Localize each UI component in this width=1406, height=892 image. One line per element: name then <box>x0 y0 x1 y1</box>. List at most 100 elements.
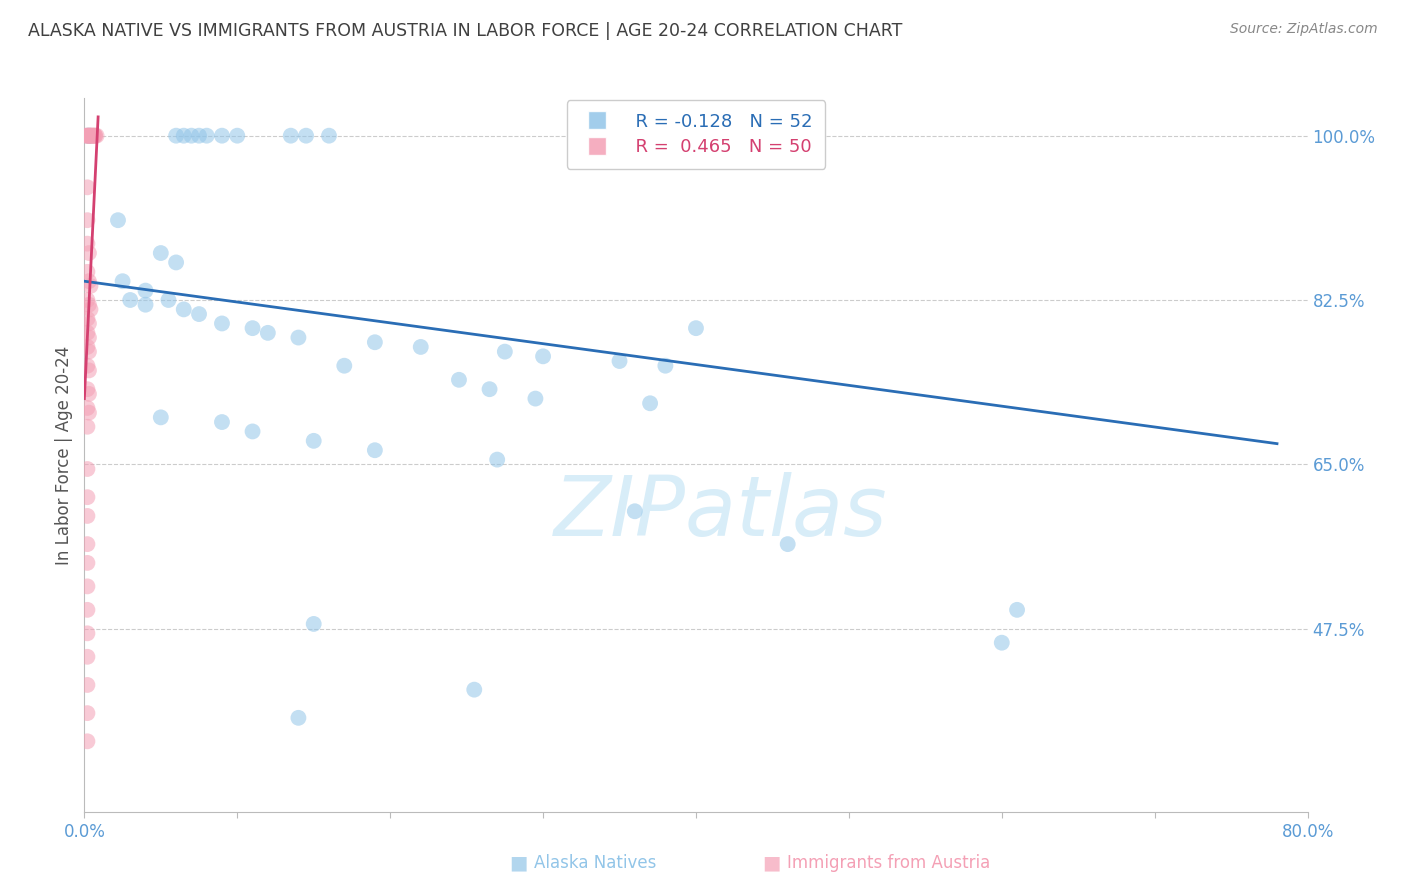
Point <box>76 128 98 143</box>
Text: ■: ■ <box>762 854 780 872</box>
Point <box>776 537 799 551</box>
Point <box>76 401 98 415</box>
Point <box>302 434 325 448</box>
Text: ZIPatlas: ZIPatlas <box>554 472 887 552</box>
Point <box>83 128 105 143</box>
Point <box>685 321 707 335</box>
Point <box>135 298 157 312</box>
Point <box>76 508 98 523</box>
Point <box>188 307 211 321</box>
Point <box>76 649 98 664</box>
Point <box>609 354 631 368</box>
Point <box>76 706 98 720</box>
Point <box>77 387 100 401</box>
Point <box>364 335 387 350</box>
Point <box>242 321 264 335</box>
Point <box>463 682 485 697</box>
Point <box>486 452 509 467</box>
Point <box>76 419 98 434</box>
Point <box>79 279 101 293</box>
Point <box>226 128 249 143</box>
Point <box>83 128 105 143</box>
Point <box>76 603 98 617</box>
Point <box>77 363 100 377</box>
Point <box>157 293 180 307</box>
Point <box>654 359 676 373</box>
Point <box>624 504 647 518</box>
Point <box>211 317 233 331</box>
Point <box>531 349 554 363</box>
Point <box>76 359 98 373</box>
Point <box>77 246 100 260</box>
Text: 0.0%: 0.0% <box>63 823 105 841</box>
Point <box>478 382 501 396</box>
Text: Source: ZipAtlas.com: Source: ZipAtlas.com <box>1230 22 1378 37</box>
Point <box>180 128 202 143</box>
Text: ■: ■ <box>509 854 527 872</box>
Point <box>79 302 101 317</box>
Point <box>76 213 98 227</box>
Point <box>120 293 142 307</box>
Point <box>76 180 98 194</box>
Point <box>76 236 98 251</box>
Point <box>211 415 233 429</box>
Point <box>364 443 387 458</box>
Point <box>333 359 356 373</box>
Point <box>84 128 107 143</box>
Point <box>75 128 97 143</box>
Point <box>76 678 98 692</box>
Point <box>76 311 98 326</box>
Point <box>76 128 98 143</box>
Point <box>447 373 470 387</box>
Point <box>280 128 302 143</box>
Point <box>287 330 309 344</box>
Point <box>494 344 516 359</box>
Point <box>76 265 98 279</box>
Point <box>302 616 325 631</box>
Point <box>76 579 98 593</box>
Point <box>135 284 157 298</box>
Point <box>173 302 195 317</box>
Point <box>318 128 340 143</box>
Point <box>77 344 100 359</box>
Point <box>76 734 98 748</box>
Point <box>76 626 98 640</box>
Point <box>257 326 280 340</box>
Point <box>524 392 547 406</box>
Point <box>77 274 100 288</box>
Point <box>242 425 264 439</box>
Point <box>76 462 98 476</box>
Point <box>287 711 309 725</box>
Text: 80.0%: 80.0% <box>1281 823 1334 841</box>
Point <box>111 274 134 288</box>
Point <box>211 128 233 143</box>
Point <box>76 537 98 551</box>
Point <box>80 128 103 143</box>
Text: Alaska Natives: Alaska Natives <box>534 855 657 872</box>
Point <box>409 340 432 354</box>
Point <box>84 128 107 143</box>
Point <box>76 340 98 354</box>
Point <box>295 128 318 143</box>
Point <box>77 128 100 143</box>
Legend:   R = -0.128   N = 52,   R =  0.465   N = 50: R = -0.128 N = 52, R = 0.465 N = 50 <box>567 100 825 169</box>
Text: Immigrants from Austria: Immigrants from Austria <box>787 855 991 872</box>
Point <box>188 128 211 143</box>
Point <box>165 255 187 269</box>
Point <box>79 128 101 143</box>
Point <box>77 406 100 420</box>
Y-axis label: In Labor Force | Age 20-24: In Labor Force | Age 20-24 <box>55 345 73 565</box>
Point <box>86 128 108 143</box>
Point <box>76 128 98 143</box>
Point <box>77 128 100 143</box>
Point <box>107 213 129 227</box>
Point <box>173 128 195 143</box>
Point <box>77 330 100 344</box>
Point <box>79 128 101 143</box>
Point <box>76 556 98 570</box>
Point <box>77 128 100 143</box>
Point <box>149 246 172 260</box>
Point <box>149 410 172 425</box>
Point <box>79 128 101 143</box>
Point <box>80 128 103 143</box>
